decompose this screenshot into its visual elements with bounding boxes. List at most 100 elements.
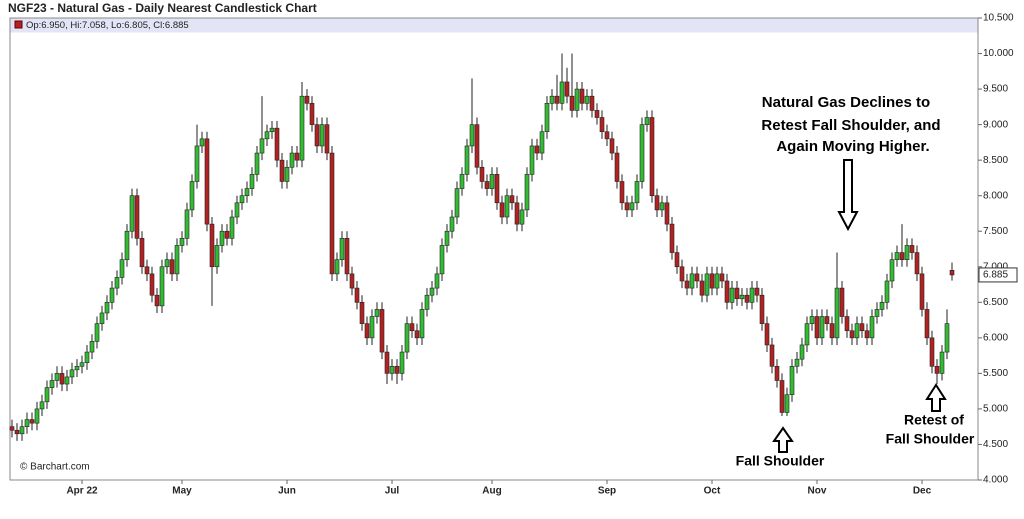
candle-body [694,273,700,282]
candle-body [54,373,60,381]
candle-body [444,230,450,246]
candle-body [384,351,390,374]
legend-band [10,18,978,33]
candle-body [559,81,565,104]
candle-body [89,341,95,353]
candle-body [199,138,205,147]
y-tick-label: 10.000 [983,48,1014,59]
candle-body [529,145,535,175]
candle-body [214,245,220,268]
candle-body [254,152,260,175]
y-tick-label: 8.000 [983,190,1008,201]
candle-body [789,365,795,396]
candle-body [854,323,860,339]
candle-body [294,152,300,161]
candle-body [174,245,180,275]
candle-body [434,273,440,289]
candle-body [134,195,140,239]
candle-body [784,394,790,413]
candle-body [874,309,880,317]
x-tick-label: Aug [482,486,501,497]
candle-body [419,309,425,339]
candle-body [394,365,400,374]
y-tick-label: 7.000 [983,261,1008,272]
candle-body [494,174,500,204]
candle-body [764,323,770,346]
candle-body [24,419,30,427]
candle-body [664,202,670,225]
candle-body [679,266,685,282]
candle-body [624,202,630,211]
arrow-up [925,383,947,412]
candle-body [414,330,420,339]
candle-body [409,323,415,332]
candle-body [579,88,585,104]
candle-body [639,124,645,182]
annotation: Again Moving Higher. [776,138,929,155]
candle-body [279,159,285,182]
arrow-down [837,159,859,232]
candle-body [424,294,430,310]
y-tick-label: 10.500 [983,13,1014,24]
candle-body [904,245,910,260]
candle-body [799,344,805,360]
candle-body [754,287,760,296]
candle-body [49,380,55,388]
candle-body [144,266,150,275]
candle-body [914,252,920,275]
y-tick-label: 5.000 [983,404,1008,415]
candle-body [9,426,15,431]
candle-body [369,316,375,339]
candle-body [109,287,115,303]
candle-body [839,287,845,317]
candle-body [19,426,25,435]
candle-body [364,323,370,339]
y-tick-label: 9.000 [983,119,1008,130]
y-tick-label: 9.500 [983,84,1008,95]
candle-body [649,117,655,196]
candle-body [469,124,475,147]
candle-body [124,230,130,260]
candles [9,53,955,441]
candle-body [549,95,555,104]
candle-body [714,273,720,289]
candle-body [344,238,350,275]
candle-body [64,376,70,385]
candle-body [224,230,230,239]
candle-body [404,323,410,353]
candle-body [534,145,540,154]
candle-body [204,138,210,225]
candle-body [944,323,950,353]
candle-body [379,309,385,353]
candle-body [569,95,575,111]
candle-body [314,124,320,147]
candle-body [459,174,465,189]
candle-body [834,287,840,339]
candle-body [879,302,885,310]
candle-body [539,131,545,154]
annotation: Natural Gas Declines to [762,94,930,111]
candle-body [869,316,875,339]
candle-body [594,110,600,118]
candle-body [709,273,715,289]
candle-body [209,223,215,268]
candle-body [724,280,730,303]
candle-body [809,316,815,324]
candle-body [189,181,195,211]
candle-body [689,273,695,289]
candle-body [349,273,355,289]
candle-body [464,145,470,175]
candle-body [899,252,905,260]
candle-body [229,216,235,239]
candle-body [739,294,745,300]
candle-body [374,309,380,317]
candle-body [184,209,190,239]
candle-body [304,95,310,104]
legend-swatch [14,20,23,29]
y-tick-label: 4.500 [983,439,1008,450]
candle-body [274,127,280,161]
x-tick-label: Apr 22 [66,486,98,497]
candle-body [849,330,855,339]
candle-body [149,273,155,296]
